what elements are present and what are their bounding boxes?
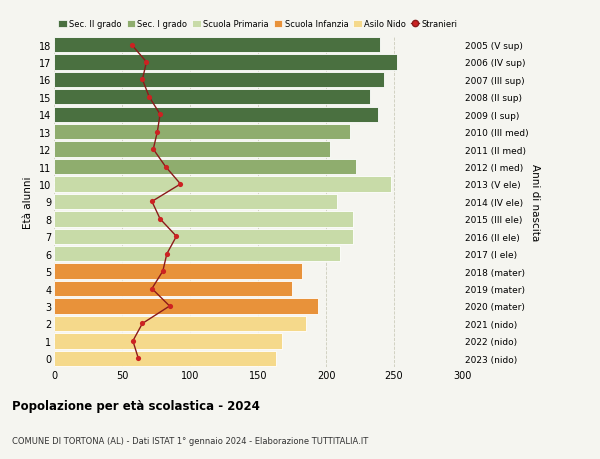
Point (137, 320, 147, 327)
Bar (54, 246, 340, 262)
Point (147, 285, 157, 292)
Point (158, 268, 167, 275)
Point (172, 233, 181, 241)
Point (162, 251, 172, 258)
Bar (54, 229, 353, 244)
Bar (54, 38, 380, 53)
Point (152, 129, 162, 136)
Bar (54, 107, 377, 123)
Text: Popolazione per età scolastica - 2024: Popolazione per età scolastica - 2024 (12, 399, 260, 412)
Text: COMUNE DI TORTONA (AL) - Dati ISTAT 1° gennaio 2024 - Elaborazione TUTTITALIA.IT: COMUNE DI TORTONA (AL) - Dati ISTAT 1° g… (12, 436, 368, 445)
Bar (54, 212, 353, 227)
Bar (54, 55, 397, 71)
Y-axis label: Età alunni: Età alunni (23, 176, 33, 228)
Point (127, 42, 136, 49)
Bar (54, 316, 305, 331)
Bar (54, 160, 356, 175)
Bar (54, 264, 302, 279)
Point (165, 302, 175, 310)
Bar (54, 125, 350, 140)
Point (147, 198, 157, 206)
Bar (54, 281, 292, 297)
Bar (54, 73, 385, 88)
Bar (54, 299, 318, 314)
Point (176, 181, 185, 188)
Legend: Sec. II grado, Sec. I grado, Scuola Primaria, Scuola Infanzia, Asilo Nido, Stran: Sec. II grado, Sec. I grado, Scuola Prim… (58, 20, 458, 29)
Bar (54, 177, 391, 192)
Point (145, 94, 154, 101)
Point (155, 216, 165, 223)
Bar (54, 351, 275, 366)
Bar (54, 333, 283, 349)
Point (134, 355, 143, 362)
Bar (54, 142, 330, 157)
Point (148, 146, 158, 153)
Y-axis label: Anni di nascita: Anni di nascita (530, 163, 539, 241)
Point (137, 77, 147, 84)
Bar (54, 90, 370, 105)
Point (155, 112, 165, 119)
Point (161, 163, 170, 171)
Point (142, 59, 151, 67)
Point (128, 337, 137, 345)
Bar (54, 194, 337, 210)
